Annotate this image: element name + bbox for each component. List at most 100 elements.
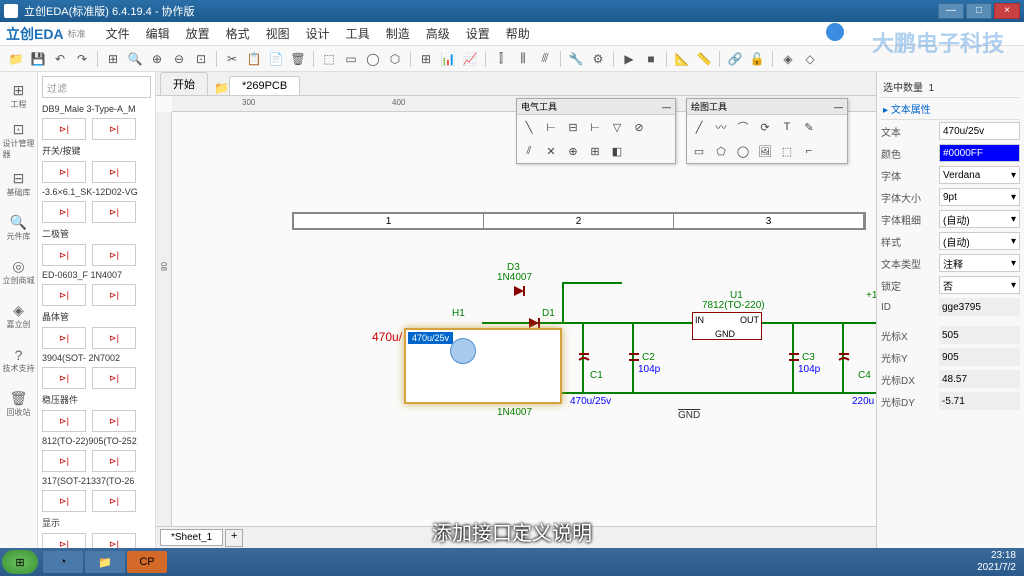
schematic-canvas[interactable]: 300 400 500 08 123 D3	[156, 96, 876, 526]
toolbar-icon[interactable]: 🔗	[725, 49, 745, 69]
toolbar-icon[interactable]: 📄	[266, 49, 286, 69]
text-edit-box[interactable]: 470u/25v	[404, 328, 562, 404]
lib-symbol-icon[interactable]: ⊳|	[92, 410, 136, 432]
toolbar-icon[interactable]: 📁	[6, 49, 26, 69]
lib-item[interactable]: 812(TO-22)905(TO-252	[38, 434, 155, 448]
menu-格式[interactable]: 格式	[218, 25, 258, 42]
component-value[interactable]: 1N4007	[497, 272, 532, 283]
toolbar-icon[interactable]: ◈	[778, 49, 798, 69]
lib-symbol-icon[interactable]: ⊳|	[92, 284, 136, 306]
tool-icon[interactable]: ◯	[733, 141, 753, 161]
lib-symbol-icon[interactable]: ⊳|	[92, 367, 136, 389]
toolbar-icon[interactable]: ⫿	[491, 49, 511, 69]
toolbar-icon[interactable]: 💾	[28, 49, 48, 69]
toolbar-icon[interactable]: ⊞	[103, 49, 123, 69]
tool-icon[interactable]: ▭	[689, 141, 709, 161]
menu-工具[interactable]: 工具	[338, 25, 378, 42]
cap-icon[interactable]	[627, 348, 641, 366]
toolbar-icon[interactable]: 🔍	[125, 49, 145, 69]
filter-input[interactable]: 过滤	[42, 76, 151, 98]
left-nav-嘉立创[interactable]: ◈嘉立创	[3, 296, 35, 336]
component-ref[interactable]: C4	[858, 370, 871, 381]
taskbar-app[interactable]: ◔	[43, 551, 83, 573]
toolbar-icon[interactable]: ▭	[341, 49, 361, 69]
lib-symbol-icon[interactable]: ⊳|	[42, 327, 86, 349]
prop-ID[interactable]: gge3795	[939, 298, 1020, 316]
tool-icon[interactable]: ✕	[541, 141, 561, 161]
component-value[interactable]: 1N4007	[497, 407, 532, 418]
lib-symbol-icon[interactable]: ⊳|	[42, 490, 86, 512]
left-nav-技术支持[interactable]: ?技术支持	[3, 340, 35, 380]
toolbar-icon[interactable]: 🔓	[747, 49, 767, 69]
toolbar-icon[interactable]: ⊕	[147, 49, 167, 69]
lib-item[interactable]: 晶体管	[38, 308, 155, 325]
prop-字体粗细[interactable]: (自动)▾	[939, 210, 1020, 228]
toolbar-icon[interactable]: 🗑	[288, 49, 308, 69]
component-ref[interactable]: C1	[590, 370, 603, 381]
menu-编辑[interactable]: 编辑	[138, 25, 178, 42]
toolbar-icon[interactable]: ⫻	[535, 49, 555, 69]
lib-item[interactable]: 3904(SOT- 2N7002	[38, 351, 155, 365]
tool-icon[interactable]: 〰	[711, 117, 731, 137]
component-ref[interactable]: C3	[802, 352, 815, 363]
tool-icon[interactable]: ⟳	[755, 117, 775, 137]
component-value[interactable]: 470u/25v	[570, 396, 611, 407]
toolbar-icon[interactable]: ✂	[222, 49, 242, 69]
toolbar-icon[interactable]: ◯	[363, 49, 383, 69]
menu-视图[interactable]: 视图	[258, 25, 298, 42]
tool-icon[interactable]: ╱	[689, 117, 709, 137]
cap-icon[interactable]	[577, 348, 591, 366]
lib-symbol-icon[interactable]: ⊳|	[92, 450, 136, 472]
lib-symbol-icon[interactable]: ⊳|	[42, 161, 86, 183]
component-ref[interactable]: H1	[452, 308, 465, 319]
left-nav-立创商城[interactable]: ◎立创商城	[3, 252, 35, 292]
menu-文件[interactable]: 文件	[98, 25, 138, 42]
lib-symbol-icon[interactable]: ⊳|	[92, 161, 136, 183]
lib-symbol-icon[interactable]: ⊳|	[42, 201, 86, 223]
component-value[interactable]: 220u	[852, 396, 874, 407]
collapse-icon[interactable]: —	[662, 102, 671, 112]
lib-symbol-icon[interactable]: ⊳|	[42, 410, 86, 432]
left-nav-工程[interactable]: ⊞工程	[3, 76, 35, 116]
toolbar-icon[interactable]: ⊞	[416, 49, 436, 69]
tool-icon[interactable]: ⊢	[585, 117, 605, 137]
lib-item[interactable]: 开关/按键	[38, 142, 155, 159]
collapse-icon[interactable]: —	[834, 102, 843, 112]
tool-icon[interactable]: ▽	[607, 117, 627, 137]
lib-item[interactable]: -3.6×6.1_SK-12D02-VG	[38, 185, 155, 199]
tool-icon[interactable]: ⬠	[711, 141, 731, 161]
menu-设置[interactable]: 设置	[458, 25, 498, 42]
lib-item[interactable]: 二极管	[38, 225, 155, 242]
left-nav-元件库[interactable]: 🔍元件库	[3, 208, 35, 248]
maximize-button[interactable]: □	[966, 3, 992, 19]
lib-symbol-icon[interactable]: ⊳|	[42, 533, 86, 548]
tab-file[interactable]: *269PCB	[229, 76, 300, 95]
tool-icon[interactable]: ✎	[799, 117, 819, 137]
text-edit-input[interactable]: 470u/25v	[408, 332, 453, 344]
component-ref[interactable]: C2	[642, 352, 655, 363]
lib-symbol-icon[interactable]: ⊳|	[42, 118, 86, 140]
lib-symbol-icon[interactable]: ⊳|	[92, 244, 136, 266]
minimize-button[interactable]: —	[938, 3, 964, 19]
wire[interactable]	[562, 282, 622, 284]
lib-symbol-icon[interactable]: ⊳|	[42, 367, 86, 389]
left-nav-基础库[interactable]: ⊟基础库	[3, 164, 35, 204]
tool-icon[interactable]: ⌐	[799, 141, 819, 161]
lib-item[interactable]: 显示	[38, 514, 155, 531]
cap-icon[interactable]	[787, 348, 801, 366]
menu-放置[interactable]: 放置	[178, 25, 218, 42]
lib-symbol-icon[interactable]: ⊳|	[42, 450, 86, 472]
toolbar-icon[interactable]: ↶	[50, 49, 70, 69]
tool-icon[interactable]: ⌒	[733, 117, 753, 137]
sheet-tab[interactable]: *Sheet_1	[160, 529, 223, 546]
start-button[interactable]: ⊞	[2, 550, 38, 574]
cap-icon[interactable]	[837, 348, 851, 366]
menu-高级[interactable]: 高级	[418, 25, 458, 42]
user-avatar-icon[interactable]	[826, 23, 844, 41]
prop-文本[interactable]: 470u/25v	[939, 122, 1020, 140]
toolbar-icon[interactable]: ↷	[72, 49, 92, 69]
tool-icon[interactable]: ⫽	[519, 141, 539, 161]
left-nav-设计管理器[interactable]: ⊡设计管理器	[3, 120, 35, 160]
toolbar-icon[interactable]: ⬡	[385, 49, 405, 69]
lib-item[interactable]: DB9_Male 3-Type-A_M	[38, 102, 155, 116]
